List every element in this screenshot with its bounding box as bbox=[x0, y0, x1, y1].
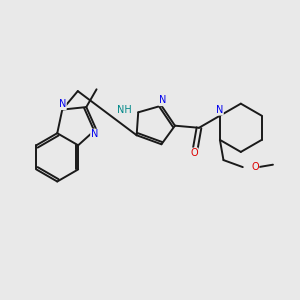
Text: N: N bbox=[91, 129, 98, 140]
Text: N: N bbox=[58, 99, 66, 109]
Text: O: O bbox=[190, 148, 198, 158]
Text: N: N bbox=[216, 105, 223, 115]
Text: N: N bbox=[159, 95, 167, 105]
Text: NH: NH bbox=[117, 105, 132, 115]
Text: O: O bbox=[251, 162, 259, 172]
